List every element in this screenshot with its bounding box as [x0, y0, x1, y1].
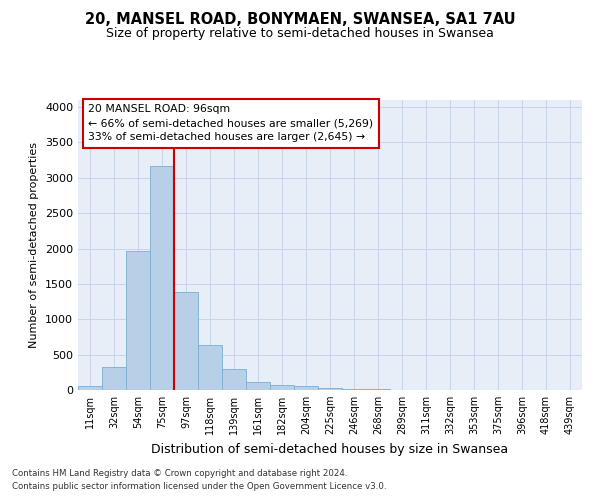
Text: Contains public sector information licensed under the Open Government Licence v3: Contains public sector information licen… — [12, 482, 386, 491]
Bar — [78, 386, 102, 390]
Bar — [174, 292, 198, 390]
Bar — [294, 386, 318, 390]
Bar — [102, 368, 126, 390]
Bar — [270, 386, 294, 390]
Bar — [222, 369, 246, 390]
Text: Size of property relative to semi-detached houses in Swansea: Size of property relative to semi-detach… — [106, 28, 494, 40]
Bar — [126, 252, 150, 390]
X-axis label: Distribution of semi-detached houses by size in Swansea: Distribution of semi-detached houses by … — [151, 442, 509, 456]
Text: 20, MANSEL ROAD, BONYMAEN, SWANSEA, SA1 7AU: 20, MANSEL ROAD, BONYMAEN, SWANSEA, SA1 … — [85, 12, 515, 28]
Bar — [318, 388, 342, 390]
Bar — [198, 345, 222, 390]
Text: 20 MANSEL ROAD: 96sqm
← 66% of semi-detached houses are smaller (5,269)
33% of s: 20 MANSEL ROAD: 96sqm ← 66% of semi-deta… — [88, 104, 373, 142]
Text: Contains HM Land Registry data © Crown copyright and database right 2024.: Contains HM Land Registry data © Crown c… — [12, 468, 347, 477]
Bar — [246, 382, 270, 390]
Bar — [342, 389, 366, 390]
Bar — [150, 166, 174, 390]
Y-axis label: Number of semi-detached properties: Number of semi-detached properties — [29, 142, 40, 348]
